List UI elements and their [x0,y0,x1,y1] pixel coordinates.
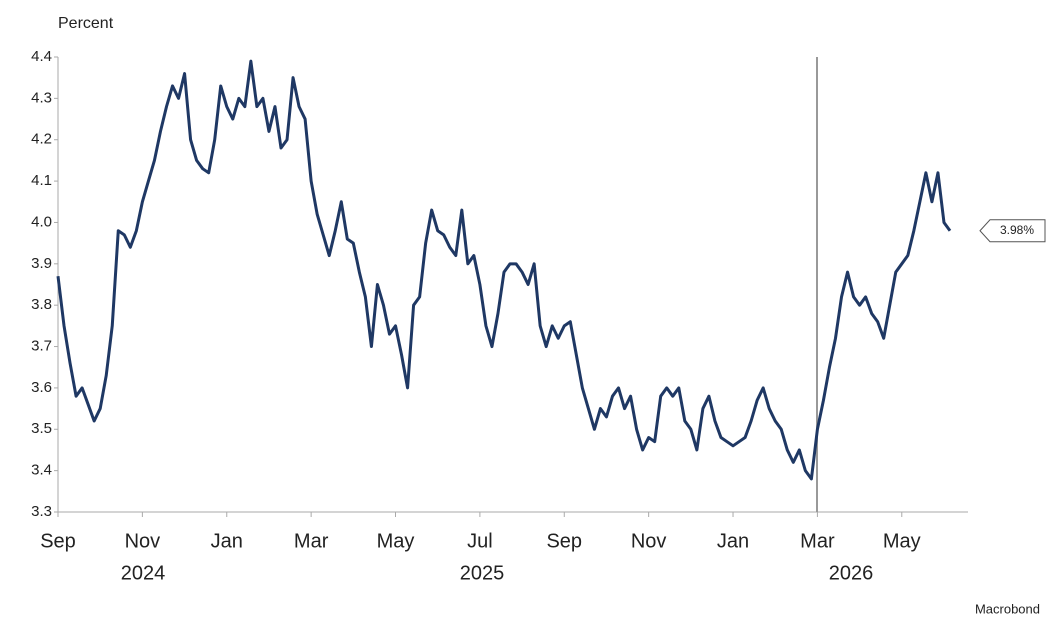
x-tick-label: Sep [40,530,76,552]
line [56,59,952,481]
source: Macrobond [975,601,1040,616]
y-tick-label: 3.4 [31,462,52,479]
x-tick-label: Nov [631,530,667,552]
value-label: 3.98% [1000,223,1034,237]
x-tick-label: Jan [717,530,749,552]
x-tick-label: Jan [211,530,243,552]
year-label: 2024 [121,562,166,584]
y-tick-label: 4.3 [31,89,52,106]
y-tick-label: 4.0 [31,213,52,230]
y-tick-label: 3.7 [31,338,52,355]
y-tick-label: 3.3 [31,503,52,520]
year-label: 2025 [460,562,505,584]
x-tick-label: May [883,530,921,552]
y-tick-label: 3.8 [31,296,52,313]
y-axis-label: Percent [58,15,114,32]
y-tick-label: 3.6 [31,379,52,396]
year-label: 2026 [829,562,874,584]
y-tick-label: 4.2 [31,131,52,148]
x-tick-label: Mar [800,530,835,552]
y-tick-label: 4.1 [31,172,52,189]
x-tick-label: May [377,530,415,552]
x-tick-label: Jul [467,530,493,552]
y-tick-label: 4.4 [31,48,52,65]
callout-box [979,219,1046,243]
x-tick-label: Nov [125,530,161,552]
x-tick-label: Mar [294,530,329,552]
x-tick-label: Sep [546,530,582,552]
y-tick-label: 3.5 [31,420,52,437]
y-tick-label: 3.9 [31,255,52,272]
